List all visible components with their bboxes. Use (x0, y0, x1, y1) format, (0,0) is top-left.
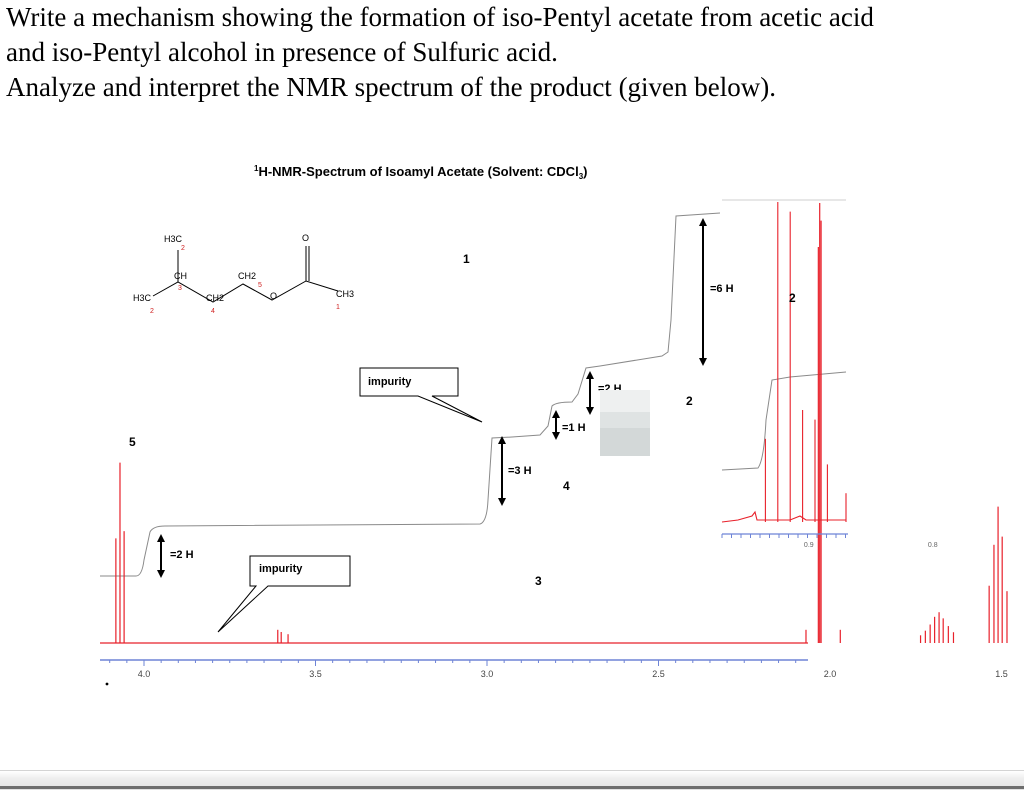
x-tick-label: 3.0 (481, 669, 494, 679)
question-line-1: Write a mechanism showing the formation … (6, 2, 874, 32)
integral-curves (100, 199, 847, 577)
spectrum-main (100, 203, 1008, 644)
question-line-3: Analyze and interpret the NMR spectrum o… (6, 72, 777, 102)
x-tick-label: 3.5 (309, 669, 322, 679)
question-text: Write a mechanism showing the formation … (6, 0, 1016, 105)
structure-number: 5 (258, 282, 262, 289)
structure-label-h3c-left: H3C (133, 293, 152, 303)
impurity-label: impurity (259, 563, 303, 575)
inset-x-tick-label: 0.8 (928, 542, 938, 549)
obscuring-box (600, 390, 650, 456)
peak-labels: 5 1 3 4 2 2 (129, 252, 796, 588)
inset-peak-label-2: 2 (789, 291, 796, 305)
peak-label-2: 2 (686, 394, 693, 408)
structure-label-ch: CH (174, 271, 187, 281)
inset-x-axis: 0.9 0.8 (721, 533, 938, 549)
integral-curve-main (100, 212, 721, 577)
spectrum-inset (721, 202, 847, 523)
stray-dot (105, 682, 109, 686)
question-line-2: and iso-Pentyl alcohol in presence of Su… (6, 37, 558, 67)
impurity-callout-upper: impurity (359, 367, 483, 423)
structure-numbers: 2 2 3 4 5 1 (150, 245, 340, 315)
title-subscript: 3 (579, 172, 584, 181)
inset-x-tick-label: 0.9 (804, 542, 814, 549)
x-axis: 4.03.53.02.52.01.51.00.5 (100, 659, 1008, 679)
chart-title: 1H-NMR-Spectrum of Isoamyl Acetate (Solv… (254, 164, 587, 181)
structure-label-h3c-top: H3C (164, 234, 183, 244)
x-tick-label: 2.5 (652, 669, 665, 679)
window-bottom-line (0, 786, 1024, 789)
peak-label-3: 3 (535, 574, 542, 588)
integral-label-3h: =3 H (508, 465, 532, 477)
structure-labels: H3C CH CH2 CH2 CH3 H3C O O (133, 233, 354, 303)
integral-curve-inset (721, 371, 847, 471)
peak-label-5: 5 (129, 435, 136, 449)
title-end: ) (583, 164, 587, 179)
peak-label-4: 4 (563, 479, 570, 493)
impurity-label: impurity (368, 376, 412, 388)
x-tick-label: 1.5 (995, 669, 1008, 679)
integral-label-6h: =6 H (710, 283, 734, 295)
structure-label-ch3: CH3 (336, 289, 354, 299)
title-main: H-NMR-Spectrum of Isoamyl Acetate (Solve… (258, 164, 578, 179)
impurity-callout-lower: impurity (217, 555, 351, 633)
structure-number: 1 (336, 304, 340, 311)
structure-label-ch2-top: CH2 (238, 271, 256, 281)
structure-label-oxygen: O (302, 233, 309, 243)
integration-arrows (157, 218, 707, 578)
integral-label-2h: =2 H (170, 549, 194, 561)
structure-number: 4 (211, 308, 215, 315)
inset-baseline (721, 510, 846, 523)
peak-label-1: 1 (463, 252, 470, 266)
structure-number: 3 (178, 285, 182, 292)
structure-number: 2 (181, 245, 185, 252)
title-superscript: 1 (254, 164, 259, 173)
structure-number: 2 (150, 308, 154, 315)
window-bottom-bar (0, 770, 1024, 790)
x-tick-label: 2.0 (824, 669, 837, 679)
structure-label-ch2-bottom: CH2 (206, 293, 224, 303)
structure-label-ester-oxygen: O (270, 291, 277, 301)
molecule-structure (152, 246, 339, 303)
integral-label-1h: =1 H (562, 422, 586, 434)
x-tick-label: 4.0 (138, 669, 151, 679)
